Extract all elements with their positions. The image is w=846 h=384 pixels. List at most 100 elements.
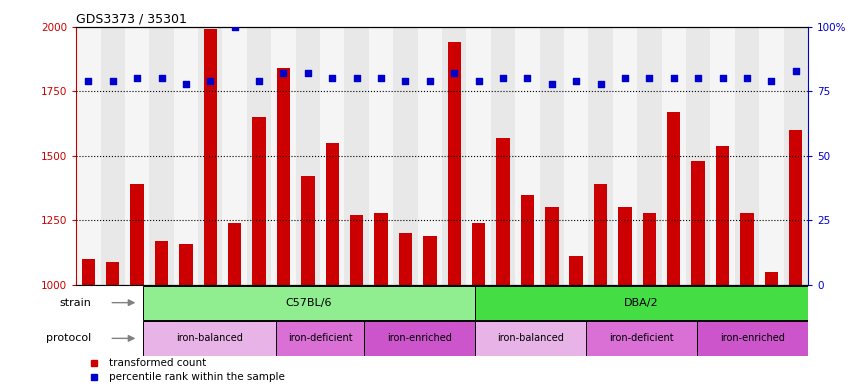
Point	[252, 78, 266, 84]
Bar	[472, 223, 486, 285]
Point	[130, 75, 144, 81]
Point	[667, 75, 680, 81]
Bar	[765, 272, 778, 285]
Point	[106, 78, 119, 84]
Bar	[374, 213, 387, 285]
Point	[545, 81, 558, 87]
Bar	[667, 112, 680, 285]
Bar	[320, 27, 344, 285]
Bar	[686, 27, 711, 285]
Point	[740, 75, 754, 81]
Bar	[662, 27, 686, 285]
Bar	[540, 27, 564, 285]
Bar	[520, 195, 534, 285]
Bar	[143, 321, 276, 356]
Bar	[691, 161, 705, 285]
Bar	[740, 213, 754, 285]
Bar	[545, 207, 558, 285]
Point	[81, 78, 95, 84]
Bar	[369, 27, 393, 285]
Point	[277, 70, 290, 76]
Point	[618, 75, 632, 81]
Bar	[716, 146, 729, 285]
Bar	[277, 68, 290, 285]
Bar	[365, 321, 475, 356]
Point	[691, 75, 705, 81]
Text: strain: strain	[60, 298, 91, 308]
Point	[155, 75, 168, 81]
Bar	[497, 138, 510, 285]
Bar	[101, 27, 125, 285]
Bar	[734, 27, 759, 285]
Bar	[130, 184, 144, 285]
Bar	[179, 243, 193, 285]
Bar	[350, 215, 364, 285]
Point	[228, 24, 241, 30]
Point	[520, 75, 534, 81]
Bar	[247, 27, 272, 285]
Bar	[106, 262, 119, 285]
Bar	[564, 27, 588, 285]
Bar	[594, 184, 607, 285]
Point	[594, 81, 607, 87]
Bar	[618, 207, 632, 285]
Point	[374, 75, 387, 81]
Bar	[228, 223, 241, 285]
Bar	[783, 27, 808, 285]
Bar	[272, 27, 296, 285]
Point	[472, 78, 486, 84]
Bar	[276, 321, 365, 356]
Bar	[789, 130, 803, 285]
Text: percentile rank within the sample: percentile rank within the sample	[109, 372, 285, 382]
Text: iron-balanced: iron-balanced	[497, 333, 564, 343]
Text: protocol: protocol	[47, 333, 91, 343]
Bar	[475, 286, 808, 320]
Bar	[125, 27, 149, 285]
Point	[204, 78, 217, 84]
Bar	[393, 27, 418, 285]
Bar	[586, 321, 697, 356]
Bar	[398, 233, 412, 285]
Bar	[759, 27, 783, 285]
Text: C57BL/6: C57BL/6	[286, 298, 332, 308]
Point	[789, 68, 803, 74]
Bar	[296, 27, 320, 285]
Bar	[344, 27, 369, 285]
Point	[497, 75, 510, 81]
Text: iron-deficient: iron-deficient	[609, 333, 674, 343]
Point	[301, 70, 315, 76]
Bar	[475, 321, 586, 356]
Bar	[198, 27, 222, 285]
Bar	[76, 27, 101, 285]
Text: iron-deficient: iron-deficient	[288, 333, 353, 343]
Bar	[466, 27, 491, 285]
Bar	[697, 321, 808, 356]
Bar	[448, 42, 461, 285]
Point	[716, 75, 729, 81]
Bar	[326, 143, 339, 285]
Point	[179, 81, 193, 87]
Bar	[81, 259, 95, 285]
Bar	[588, 27, 613, 285]
Point	[423, 78, 437, 84]
Bar	[491, 27, 515, 285]
Bar	[204, 30, 217, 285]
Bar	[149, 27, 173, 285]
Point	[643, 75, 656, 81]
Text: GDS3373 / 35301: GDS3373 / 35301	[76, 13, 187, 26]
Bar	[515, 27, 540, 285]
Bar	[442, 27, 466, 285]
Bar	[643, 213, 656, 285]
Point	[765, 78, 778, 84]
Bar	[143, 286, 475, 320]
Text: iron-balanced: iron-balanced	[176, 333, 243, 343]
Bar	[418, 27, 442, 285]
Bar	[301, 177, 315, 285]
Point	[448, 70, 461, 76]
Text: iron-enriched: iron-enriched	[387, 333, 453, 343]
Bar	[252, 117, 266, 285]
Bar	[613, 27, 637, 285]
Bar	[423, 236, 437, 285]
Text: iron-enriched: iron-enriched	[720, 333, 785, 343]
Bar	[222, 27, 247, 285]
